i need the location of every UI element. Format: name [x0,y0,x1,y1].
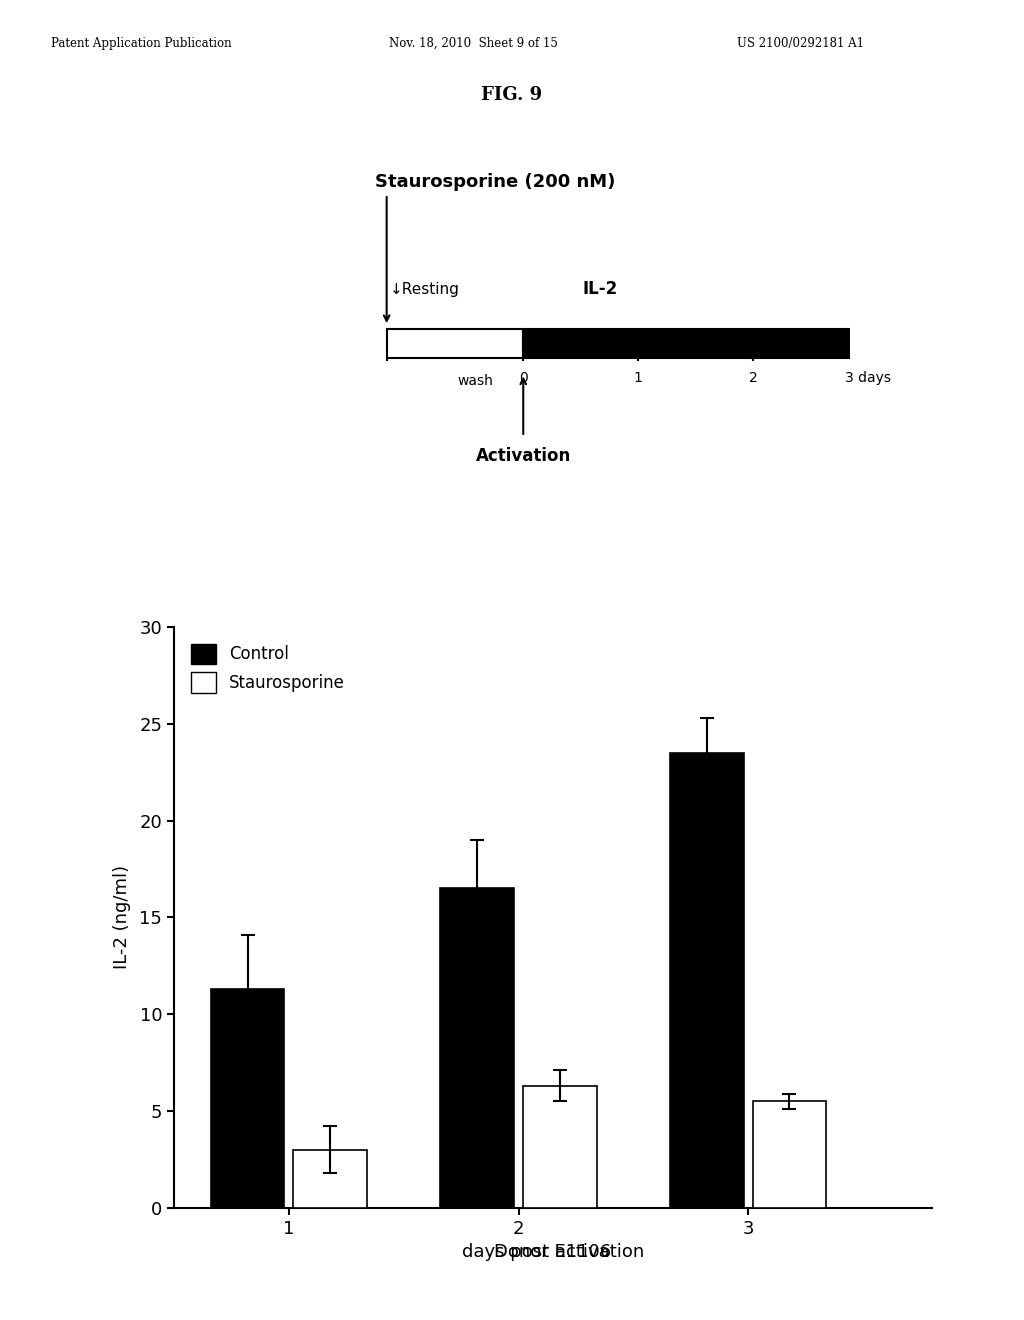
Text: ↓Resting: ↓Resting [389,281,460,297]
Text: 3 days: 3 days [845,371,891,385]
Text: Staurosporine (200 nM): Staurosporine (200 nM) [375,173,615,191]
Bar [440,888,514,1208]
Bar [523,329,867,358]
Bar [294,1150,367,1208]
Text: 1: 1 [634,371,642,385]
Text: FIG. 9: FIG. 9 [481,86,543,104]
Text: Patent Application Publication: Patent Application Publication [51,37,231,50]
Legend: Control, Staurosporine: Control, Staurosporine [182,635,353,701]
Bar [670,752,743,1208]
Bar [211,989,285,1208]
Text: Activation: Activation [475,447,571,466]
Y-axis label: IL-2 (ng/ml): IL-2 (ng/ml) [113,866,131,969]
Bar [523,1086,597,1208]
Bar [387,329,523,358]
Text: US 2100/0292181 A1: US 2100/0292181 A1 [737,37,864,50]
Text: Donor E1106: Donor E1106 [495,1243,611,1262]
Text: wash: wash [458,374,494,388]
Text: 2: 2 [749,371,758,385]
Bar [753,1101,826,1208]
Text: 0: 0 [519,371,527,385]
X-axis label: days post activation: days post activation [462,1243,644,1261]
Text: IL-2: IL-2 [583,280,617,298]
Text: Nov. 18, 2010  Sheet 9 of 15: Nov. 18, 2010 Sheet 9 of 15 [389,37,558,50]
